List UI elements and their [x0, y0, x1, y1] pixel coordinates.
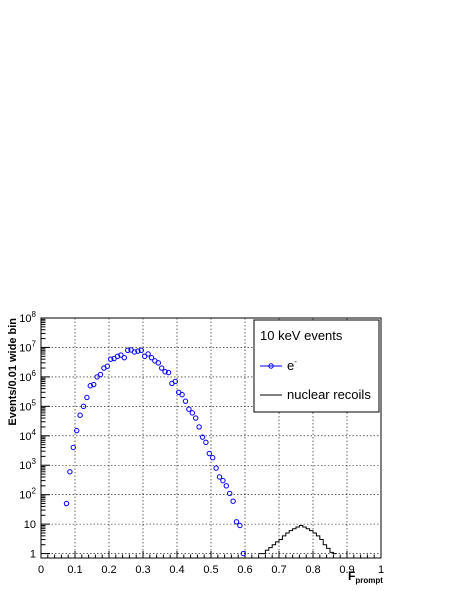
electron-point — [91, 381, 97, 388]
electron-point — [63, 500, 70, 507]
electron-point — [186, 406, 192, 412]
electron-point — [206, 450, 213, 457]
electron-point — [118, 352, 124, 358]
electron-point — [131, 349, 138, 355]
y-tick-label-exponent: 3 — [32, 457, 37, 466]
electron-point — [84, 394, 90, 401]
electron-point — [210, 455, 216, 461]
electron-point — [223, 483, 230, 489]
electron-point — [87, 383, 94, 389]
y-tick-label-base: 10 — [19, 313, 31, 325]
nuclear-recoils-histogram — [258, 524, 337, 555]
y-tick-label-exponent: 4 — [32, 428, 37, 437]
electron-point — [121, 354, 128, 361]
electron-point — [199, 434, 206, 440]
legend-electron-label-main: e — [287, 358, 294, 373]
y-tick-label-exponent: 8 — [32, 310, 37, 319]
y-tick-label-exponent: 2 — [32, 487, 37, 496]
electron-point — [135, 348, 141, 354]
electron-point — [80, 403, 87, 410]
y-tick-label-base: 10 — [19, 460, 31, 472]
electron-point — [193, 415, 199, 421]
x-axis-title-subscript: prompt — [355, 576, 383, 585]
x-tick-label: 0.2 — [101, 564, 116, 576]
legend-electron-marker — [268, 363, 274, 369]
electron-point — [189, 410, 196, 416]
electron-point — [165, 369, 172, 376]
electron-point — [240, 550, 247, 557]
x-tick-label: 0.3 — [135, 564, 150, 576]
x-axis-title: Fprompt — [348, 569, 383, 585]
y-tick-label: 103 — [19, 457, 36, 472]
y-tick-label: 108 — [19, 310, 36, 325]
electron-point — [182, 398, 189, 404]
electron-point — [159, 365, 165, 371]
electron-point — [155, 360, 162, 366]
electron-point — [237, 522, 243, 529]
electron-point — [230, 498, 236, 504]
x-tick-label: 0.5 — [203, 564, 218, 576]
electron-point — [114, 353, 121, 360]
y-tick-label: 10 — [24, 519, 36, 531]
legend: 10 keV events e- nuclear recoils — [253, 319, 380, 413]
y-tick-label: 107 — [19, 339, 36, 354]
x-axis-title-main: F — [348, 569, 355, 583]
y-tick-label: 104 — [19, 428, 36, 443]
legend-header: 10 keV events — [260, 328, 343, 343]
x-tick-label: 0.1 — [67, 564, 82, 576]
electron-point — [108, 356, 114, 362]
electron-point — [203, 439, 209, 446]
y-tick-label-base: 10 — [19, 490, 31, 502]
electron-point — [148, 354, 155, 361]
legend-nr-label: nuclear recoils — [287, 387, 371, 402]
electron-point — [216, 474, 223, 480]
y-tick-label-base: 10 — [19, 342, 31, 354]
electron-point — [70, 444, 77, 451]
electron-point — [233, 519, 240, 525]
y-tick-label-base: 10 — [24, 519, 36, 531]
y-tick-label-base: 10 — [19, 401, 31, 413]
electron-point — [74, 427, 80, 434]
electron-point — [213, 465, 219, 471]
x-tick-labels: 0 0.1 0.2 0.3 0.4 0.5 0.6 0.7 0.8 0.9 1 — [38, 564, 384, 576]
y-tick-label-exponent: 5 — [32, 398, 37, 407]
electron-point — [77, 412, 83, 418]
series-electrons — [63, 347, 247, 557]
y-tick-label: 105 — [19, 398, 36, 413]
electron-point — [145, 351, 151, 357]
x-tick-label: 0.4 — [169, 564, 184, 576]
electron-point — [138, 347, 145, 354]
electron-point — [196, 424, 202, 430]
electron-point — [67, 469, 73, 475]
electron-point — [125, 347, 131, 354]
x-tick-label: 0 — [38, 564, 44, 576]
y-tick-label-base: 10 — [19, 431, 31, 443]
x-tick-label: 1 — [378, 564, 384, 576]
electron-point — [220, 477, 226, 484]
y-tick-label: 1 — [30, 549, 36, 561]
legend-electron-label-superscript: - — [294, 357, 297, 366]
y-tick-label-base: 1 — [30, 549, 36, 561]
y-axis-title: Events/0.01 wide bin — [7, 318, 19, 426]
x-tick-label: 0.9 — [339, 564, 354, 576]
series-nuclear-recoils — [258, 524, 337, 555]
y-tick-label-base: 10 — [19, 372, 31, 384]
electron-point — [172, 378, 179, 385]
electron-point — [97, 371, 104, 378]
electron-point — [162, 369, 168, 375]
x-tick-label: 0.7 — [271, 564, 286, 576]
electron-point — [179, 391, 185, 398]
y-tick-label: 102 — [19, 487, 36, 502]
x-tick-label: 0.6 — [237, 564, 252, 576]
electron-point — [104, 363, 111, 369]
x-tick-label: 0.8 — [305, 564, 320, 576]
y-tick-label-exponent: 7 — [32, 339, 37, 348]
electron-point — [227, 490, 233, 497]
y-tick-label-exponent: 6 — [32, 369, 37, 378]
legend-electron-label: e- — [287, 357, 297, 373]
y-tick-label: 106 — [19, 369, 36, 384]
